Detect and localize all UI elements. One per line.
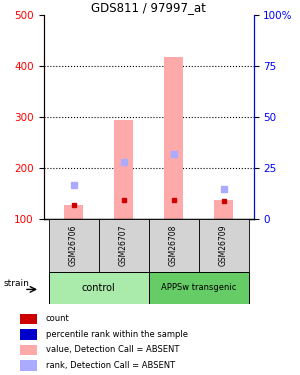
Bar — [20, 329, 38, 340]
Bar — [64, 205, 83, 219]
Text: control: control — [82, 283, 116, 293]
Bar — [98, 219, 148, 272]
Bar — [20, 345, 38, 355]
Text: strain: strain — [4, 279, 29, 288]
Bar — [49, 219, 98, 272]
Text: GSM26707: GSM26707 — [119, 225, 128, 266]
Bar — [214, 200, 233, 219]
Text: GSM26708: GSM26708 — [169, 225, 178, 266]
Text: count: count — [46, 315, 70, 324]
Title: GDS811 / 97997_at: GDS811 / 97997_at — [91, 1, 206, 14]
Bar — [20, 360, 38, 370]
Text: percentile rank within the sample: percentile rank within the sample — [46, 330, 188, 339]
Bar — [20, 314, 38, 324]
Bar — [49, 272, 148, 304]
Bar — [148, 272, 248, 304]
Text: value, Detection Call = ABSENT: value, Detection Call = ABSENT — [46, 345, 179, 354]
Bar — [164, 57, 183, 219]
Text: rank, Detection Call = ABSENT: rank, Detection Call = ABSENT — [46, 361, 175, 370]
Bar — [148, 219, 199, 272]
Text: GSM26709: GSM26709 — [219, 225, 228, 266]
Bar — [199, 219, 248, 272]
Text: GSM26706: GSM26706 — [69, 225, 78, 266]
Bar — [114, 120, 133, 219]
Text: APPSw transgenic: APPSw transgenic — [161, 284, 236, 292]
